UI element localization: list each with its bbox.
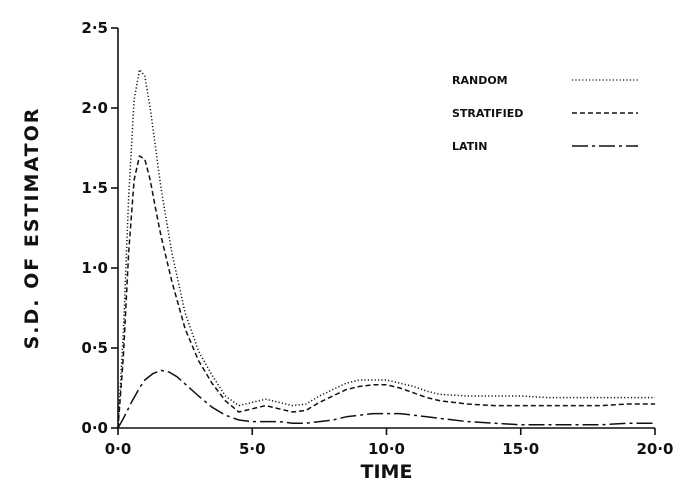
y-tick-label: 0·5 (81, 339, 108, 357)
series-group (117, 68, 655, 429)
y-tick-label: 0·0 (81, 419, 108, 437)
x-tick-label: 20·0 (636, 440, 673, 458)
y-tick-label: 1·5 (81, 179, 108, 197)
y-tick-label: 2·5 (81, 19, 108, 37)
legend-label-random: RANDOM (452, 74, 508, 87)
x-tick-label: 15·0 (502, 440, 539, 458)
x-tick-label: 0·0 (105, 440, 132, 458)
y-axis-ticks: 0·0 0·5 1·0 1·5 2·0 2·5 (81, 19, 118, 437)
legend-label-stratified: STRATIFIED (452, 107, 523, 120)
x-tick-label: 10·0 (368, 440, 405, 458)
series-line-latin (117, 369, 655, 429)
x-tick-label: 5·0 (239, 440, 266, 458)
y-axis-title: S.D. OF ESTIMATOR (21, 107, 43, 350)
x-axis-ticks: 0·0 5·0 10·0 15·0 20·0 (105, 428, 674, 458)
y-tick-label: 2·0 (81, 99, 108, 117)
x-axis-title: TIME (361, 461, 413, 483)
y-tick-label: 1·0 (81, 259, 108, 277)
legend-label-latin: LATIN (452, 140, 487, 153)
legend: RANDOM STRATIFIED LATIN (452, 74, 638, 153)
series-line-stratified (117, 155, 655, 429)
series-line-random (117, 68, 655, 429)
